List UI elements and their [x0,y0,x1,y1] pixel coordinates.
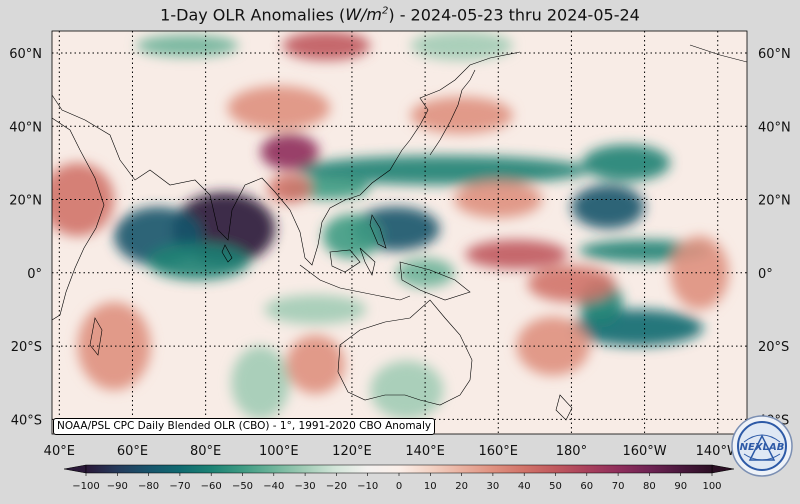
colorbar-tick-label: −20 [326,481,347,492]
colorbar-tick-label: −10 [357,481,378,492]
lat-label: 20°N [9,194,42,209]
lat-label: 40°N [9,120,42,135]
colorbar-tick-label: 20 [455,481,468,492]
lon-label: 160°W [622,444,666,459]
anomaly-blob [282,31,371,61]
colorbar-tick-label: −80 [138,481,159,492]
colorbar-tick-label: −60 [201,481,222,492]
colorbar-tick-label: 0 [396,481,402,492]
anomaly-blob [582,144,671,182]
lat-labels-right: 60°N40°N20°N0°20°S40°S [758,47,791,428]
lat-label: 40°S [11,413,42,428]
colorbar-tick-label: −100 [72,481,99,492]
anomaly-blob [571,184,645,229]
title-prefix: 1-Day OLR Anomalies ( [160,5,346,25]
anomaly-blob [370,360,444,420]
lon-label: 100°E [259,444,299,459]
lat-label: 0° [27,267,42,282]
colorbar-tick-label: −70 [169,481,190,492]
title-unit: W/m [345,5,382,25]
anomaly-blob [395,258,455,288]
anomaly-blob [231,346,290,420]
map-title: 1-Day OLR Anomalies (W/m2) - 2024-05-23 … [0,0,800,24]
lon-label: 60°E [117,444,148,459]
lon-label: 120°E [332,444,372,459]
anomaly-blob [410,31,513,61]
title-unit-exponent: 2 [381,6,389,17]
colorbar-tick-label: 40 [518,481,531,492]
lon-label: 140°E [405,444,445,459]
lat-label: 20°N [758,194,791,209]
lat-label: 60°N [758,47,791,62]
anomaly-blob [297,155,590,185]
colorbar-tick-label: −50 [232,481,253,492]
anomaly-blob [264,294,367,325]
anomaly-blob [267,173,312,204]
globe-icon: NEXLAB [731,415,793,477]
anomaly-blob [286,335,345,394]
colorbar-tick-label: −30 [295,481,316,492]
colorbar-tick-label: −90 [107,481,128,492]
colorbar-tick-label: 50 [549,481,562,492]
colorbar-tick-label: 60 [580,481,593,492]
lat-label: 0° [758,267,773,282]
coastlines [52,44,747,421]
colorbar-tick-label: 80 [643,481,656,492]
lat-labels-left: 60°N 40°N 20°N 0° 20°S 40°S [9,47,42,428]
colorbar: −100 −90 −80 −70 −60 −50 −40 −30 −20 −10 0 10 20 30 40… [63,464,735,492]
lat-label: 60°N [9,47,42,62]
colorbar-extend-low [63,464,87,474]
lat-label: 20°S [758,340,789,355]
anomaly-blob [465,239,568,270]
title-suffix: ) - 2024-05-23 thru 2024-05-24 [388,5,640,25]
lon-label: 40°E [44,444,75,459]
colorbar-tick-label: 100 [702,481,721,492]
colorbar-tick-label: 90 [674,481,687,492]
anomaly-blob [410,96,513,134]
logo-label: NEXLAB [740,442,785,453]
colorbar-tick-label: 10 [424,481,437,492]
lon-label: 140°W [696,444,740,459]
anomaly-blob [322,214,382,259]
nexlab-logo[interactable]: NEXLAB [730,414,794,478]
lon-label: 80°E [190,444,221,459]
anomaly-blob [147,243,250,281]
lon-label: 160°E [478,444,518,459]
anomaly-blob [260,133,320,171]
lon-labels: 40°E 60°E 80°E 100°E 120°E 140°E 160°E 180° 160°… [44,444,740,459]
colorbar-tick-label: 30 [487,481,500,492]
colorbar-tick-label: 70 [612,481,625,492]
colorbar-tick-label: −40 [263,481,284,492]
anomaly-blob [136,34,239,57]
anomaly-blob [52,162,115,237]
anomaly-blob [670,236,729,310]
lat-label: 20°S [11,340,42,355]
lon-label: 180° [556,444,587,459]
anomaly-field [52,31,747,434]
colorbar-ramp [85,464,713,474]
data-source-credit: NOAA/PSL CPC Daily Blended OLR (CBO) - 1… [53,418,436,435]
lat-label: 40°N [758,120,791,135]
